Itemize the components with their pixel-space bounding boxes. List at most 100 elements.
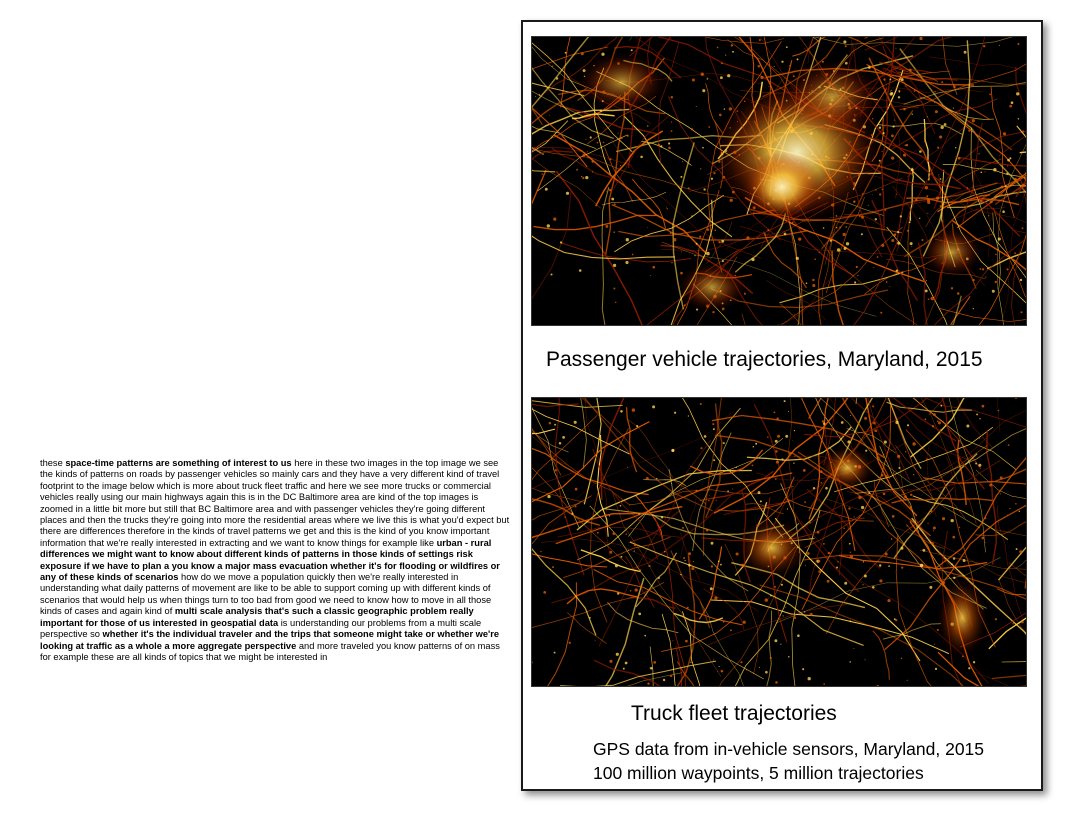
- waypoint-dot: [688, 563, 691, 567]
- trajectory-line: [895, 534, 932, 686]
- waypoint-dot: [895, 420, 899, 425]
- waypoint-dot: [788, 656, 790, 658]
- waypoint-dot: [699, 235, 702, 238]
- trajectory-line: [956, 174, 1026, 229]
- waypoint-dot: [687, 552, 692, 556]
- trajectory-line: [781, 226, 903, 325]
- waypoint-dot: [767, 436, 769, 438]
- waypoint-dot: [706, 251, 710, 256]
- trajectory-line: [629, 541, 864, 646]
- trajectory-line: [532, 403, 579, 408]
- trajectory-line: [954, 156, 1026, 167]
- waypoint-dot: [587, 157, 590, 159]
- trajectory-line: [676, 555, 696, 686]
- trajectory-line: [788, 219, 801, 325]
- waypoint-dot: [906, 525, 908, 527]
- trajectory-line: [924, 173, 946, 325]
- waypoint-dot: [836, 248, 841, 252]
- trajectory-line: [917, 242, 928, 325]
- waypoint-dot: [979, 268, 982, 270]
- trajectory-line: [882, 68, 901, 199]
- waypoint-dot: [638, 513, 640, 515]
- waypoint-dot: [898, 467, 901, 469]
- waypoint-dot: [609, 158, 612, 161]
- waypoint-dot: [1022, 130, 1025, 133]
- waypoint-dot: [793, 616, 797, 619]
- waypoint-dot: [605, 224, 609, 228]
- waypoint-dot: [873, 421, 876, 425]
- trajectory-line: [1015, 66, 1026, 115]
- waypoint-dot: [860, 233, 863, 236]
- trajectory-line: [850, 398, 910, 481]
- waypoint-dot: [884, 208, 887, 211]
- waypoint-dot: [985, 276, 987, 278]
- waypoint-dot: [691, 215, 693, 217]
- waypoint-dot: [757, 65, 761, 68]
- waypoint-dot: [712, 428, 715, 431]
- waypoint-dot: [780, 583, 783, 586]
- waypoint-dot: [843, 527, 845, 530]
- waypoint-dot: [924, 289, 928, 293]
- trajectory-line: [864, 37, 899, 51]
- waypoint-dot: [620, 410, 623, 413]
- waypoint-dot: [718, 240, 721, 244]
- trajectory-line: [553, 134, 708, 255]
- waypoint-dot: [625, 533, 628, 535]
- waypoint-dot: [541, 173, 544, 175]
- trajectory-line: [787, 499, 874, 522]
- waypoint-dot: [1006, 172, 1009, 175]
- waypoint-dot: [574, 487, 578, 491]
- waypoint-dot: [785, 46, 788, 49]
- waypoint-dot: [901, 566, 904, 569]
- waypoint-dot: [534, 103, 536, 105]
- waypoint-dot: [640, 155, 643, 159]
- trajectory-line: [532, 408, 630, 455]
- trajectory-line: [825, 487, 954, 635]
- trajectory-line: [649, 646, 654, 686]
- waypoint-dot: [552, 566, 554, 569]
- waypoint-dot: [648, 564, 651, 568]
- waypoint-dot: [555, 77, 559, 80]
- trajectory-line: [846, 491, 894, 510]
- waypoint-dot: [591, 160, 594, 163]
- waypoint-dot: [921, 238, 924, 242]
- waypoint-dot: [836, 566, 838, 569]
- waypoint-dot: [652, 405, 656, 409]
- waypoint-dot: [785, 607, 787, 609]
- waypoint-dot: [1020, 311, 1023, 314]
- trajectory-line: [660, 229, 792, 252]
- waypoint-dot: [582, 176, 585, 180]
- waypoint-dot: [790, 482, 792, 484]
- waypoint-dot: [752, 212, 755, 215]
- waypoint-dot: [891, 515, 895, 518]
- waypoint-dot: [650, 275, 651, 276]
- notes-emphasis: multi scale analysis that's such a class…: [40, 606, 474, 628]
- trajectory-line: [813, 37, 1013, 47]
- waypoint-dot: [647, 125, 649, 127]
- waypoint-dot: [883, 440, 887, 444]
- waypoint-dot: [1014, 177, 1017, 181]
- waypoint-dot: [868, 492, 871, 495]
- waypoint-dot: [937, 421, 942, 425]
- waypoint-dot: [902, 153, 907, 157]
- waypoint-dot: [933, 530, 935, 532]
- trajectory-line: [532, 148, 737, 199]
- trajectory-line: [661, 241, 877, 317]
- trajectory-line: [734, 37, 803, 116]
- waypoint-dot: [926, 158, 929, 161]
- waypoint-dot: [765, 670, 768, 674]
- waypoint-dot: [1007, 158, 1010, 162]
- trajectory-line: [540, 538, 759, 612]
- waypoint-dot: [927, 212, 929, 214]
- waypoint-dot: [891, 239, 895, 242]
- waypoint-dot: [765, 233, 767, 235]
- waypoint-dot: [898, 90, 901, 93]
- waypoint-dot: [725, 54, 727, 56]
- trajectory-line: [825, 196, 865, 294]
- waypoint-dot: [662, 678, 666, 682]
- waypoint-dot: [875, 189, 877, 191]
- waypoint-dot: [792, 439, 794, 441]
- trajectory-line: [910, 398, 965, 458]
- trajectory-line: [532, 502, 581, 521]
- waypoint-dot: [611, 197, 615, 201]
